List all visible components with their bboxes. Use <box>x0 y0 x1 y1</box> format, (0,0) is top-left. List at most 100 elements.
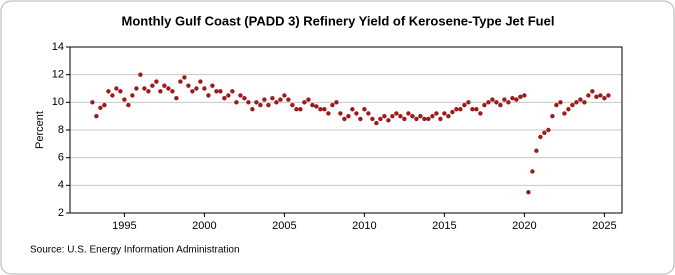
data-point <box>210 83 215 88</box>
data-point <box>90 100 95 105</box>
data-point <box>318 107 323 112</box>
chart-title: Monthly Gulf Coast (PADD 3) Refinery Yie… <box>122 13 555 28</box>
data-point <box>138 72 143 77</box>
data-point <box>594 94 599 100</box>
data-point <box>402 116 407 122</box>
data-point <box>390 113 395 119</box>
data-point <box>178 79 183 84</box>
data-point <box>262 97 267 102</box>
data-point <box>330 102 335 108</box>
data-point <box>606 93 611 98</box>
data-point <box>294 107 299 112</box>
data-point <box>458 107 463 112</box>
data-point <box>470 107 475 112</box>
data-point <box>478 111 483 116</box>
y-tick-label: 8 <box>58 124 64 136</box>
data-point <box>174 95 179 101</box>
data-point <box>130 93 135 98</box>
data-point <box>434 111 439 116</box>
data-point <box>254 100 259 105</box>
data-point <box>486 100 491 105</box>
data-point <box>334 100 339 105</box>
data-point <box>394 111 399 116</box>
data-point <box>310 102 315 108</box>
data-point <box>290 102 295 108</box>
data-point <box>410 113 415 119</box>
data-point <box>370 116 375 122</box>
data-point <box>306 97 311 102</box>
data-point <box>194 86 199 91</box>
data-point <box>466 100 471 105</box>
data-point <box>426 116 431 122</box>
data-point <box>222 95 227 101</box>
data-point <box>162 83 167 88</box>
data-point <box>342 116 347 122</box>
data-point <box>534 148 539 153</box>
data-point <box>134 86 139 91</box>
data-point <box>94 113 99 119</box>
data-point <box>322 107 327 112</box>
data-point <box>274 100 279 105</box>
data-point <box>550 113 555 119</box>
data-point <box>190 89 195 94</box>
data-point <box>206 93 211 98</box>
data-point <box>526 190 531 195</box>
data-point <box>302 100 307 105</box>
data-point <box>226 93 231 98</box>
data-point <box>170 89 175 94</box>
data-point <box>166 86 171 91</box>
data-point <box>338 111 343 116</box>
data-point <box>362 107 367 112</box>
data-point <box>142 86 147 91</box>
data-point <box>562 111 567 116</box>
data-point <box>382 113 387 119</box>
source-note: Source: U.S. Energy Information Administ… <box>30 245 240 256</box>
data-point <box>574 100 579 105</box>
data-point <box>414 116 419 122</box>
data-point <box>398 113 403 119</box>
data-point <box>110 93 115 98</box>
data-point <box>258 102 263 108</box>
y-tick-label: 14 <box>52 41 64 53</box>
data-point <box>438 116 443 122</box>
y-axis-label: Percent <box>34 111 46 149</box>
data-point <box>98 105 103 111</box>
data-point <box>282 93 287 98</box>
data-point <box>154 79 159 84</box>
data-point <box>102 102 107 108</box>
data-point <box>602 95 607 101</box>
data-point <box>234 100 239 105</box>
data-point <box>186 83 191 88</box>
data-point <box>538 134 543 140</box>
data-point <box>558 100 563 105</box>
data-point <box>326 111 331 116</box>
data-point <box>450 109 455 115</box>
data-point <box>250 107 255 112</box>
data-point <box>386 118 391 123</box>
data-point <box>546 127 551 133</box>
x-tick-label: 2010 <box>352 220 376 232</box>
data-point <box>566 107 571 112</box>
data-point <box>506 100 511 105</box>
data-point <box>158 89 163 94</box>
y-tick-label: 12 <box>52 69 64 81</box>
data-point <box>442 111 447 116</box>
data-point <box>522 93 527 98</box>
data-point <box>298 107 303 112</box>
y-tick-label: 4 <box>58 179 64 191</box>
data-point <box>182 75 187 80</box>
data-point <box>554 102 559 108</box>
data-point <box>374 120 379 126</box>
x-tick-label: 2020 <box>512 220 536 232</box>
x-tick-label: 1995 <box>112 220 136 232</box>
data-point <box>346 113 351 119</box>
data-point <box>578 97 583 102</box>
data-point <box>266 102 271 108</box>
data-point <box>510 95 515 101</box>
data-point <box>454 107 459 112</box>
data-point <box>490 97 495 102</box>
data-point <box>518 94 523 100</box>
data-point <box>278 97 283 102</box>
data-point <box>146 89 151 94</box>
